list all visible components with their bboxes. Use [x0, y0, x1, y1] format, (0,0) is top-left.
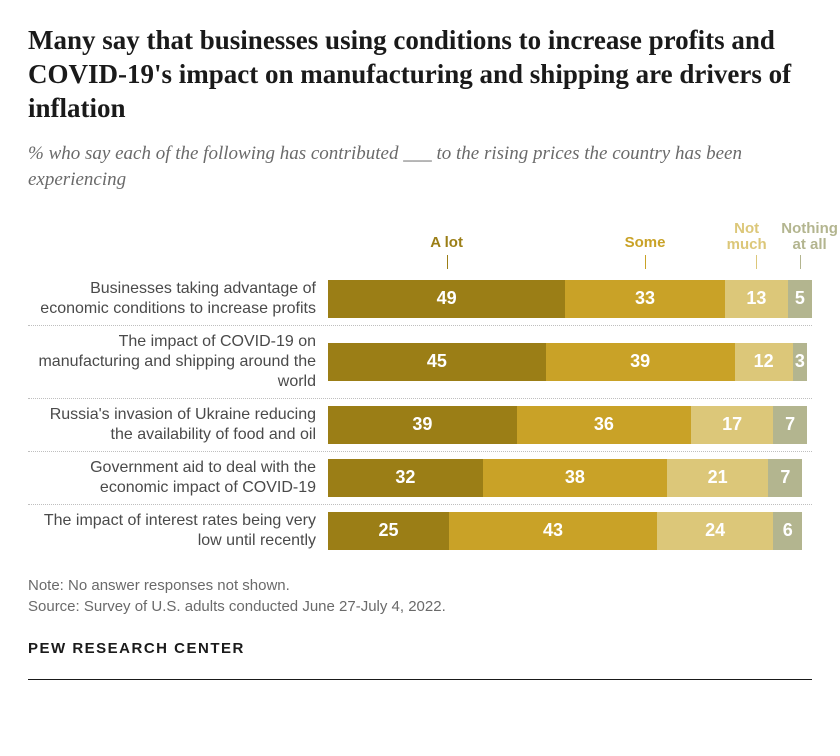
- bar-segment: 38: [483, 459, 667, 497]
- bar-segment: 33: [565, 280, 725, 318]
- legend-label: Nothing at all: [780, 221, 840, 254]
- bar-segment: 39: [546, 343, 735, 381]
- table-row: The impact of COVID-19 on manufacturing …: [28, 325, 812, 398]
- row-label: The impact of COVID-19 on manufacturing …: [28, 332, 328, 392]
- bar-segment: 43: [449, 512, 657, 550]
- bar-segment: 7: [768, 459, 802, 497]
- row-label: The impact of interest rates being very …: [28, 511, 328, 551]
- bar-segment: 49: [328, 280, 565, 318]
- table-row: Government aid to deal with the economic…: [28, 451, 812, 504]
- note-text: Note: No answer responses not shown.: [28, 575, 812, 597]
- bar-segment: 3: [793, 343, 808, 381]
- legend-connector: [756, 255, 757, 269]
- bar: 2543246: [328, 512, 812, 550]
- row-label: Businesses taking advantage of economic …: [28, 279, 328, 319]
- brand-attribution: PEW RESEARCH CENTER: [28, 640, 812, 675]
- chart-notes: Note: No answer responses not shown. Sou…: [28, 575, 812, 619]
- table-row: The impact of interest rates being very …: [28, 504, 812, 557]
- bar-segment: 17: [691, 406, 773, 444]
- source-text: Source: Survey of U.S. adults conducted …: [28, 596, 812, 618]
- stacked-bar-chart: Businesses taking advantage of economic …: [28, 273, 812, 557]
- bar-segment: 21: [667, 459, 769, 497]
- legend-connector: [800, 255, 801, 269]
- bar-segment: 32: [328, 459, 483, 497]
- bar-segment: 7: [773, 406, 807, 444]
- bar: 3936177: [328, 406, 812, 444]
- table-row: Businesses taking advantage of economic …: [28, 273, 812, 325]
- bar: 4539123: [328, 343, 812, 381]
- row-label: Government aid to deal with the economic…: [28, 458, 328, 498]
- legend-label: Not much: [717, 221, 777, 254]
- bar-segment: 13: [725, 280, 788, 318]
- bar-segment: 24: [657, 512, 773, 550]
- legend-label: A lot: [417, 235, 477, 252]
- bar-segment: 12: [735, 343, 793, 381]
- bar-segment: 45: [328, 343, 546, 381]
- chart-legend: A lotSomeNot muchNothing at all: [328, 221, 812, 269]
- legend-connector: [645, 255, 646, 269]
- chart-subtitle: % who say each of the following has cont…: [28, 141, 812, 192]
- table-row: Russia's invasion of Ukraine reducing th…: [28, 398, 812, 451]
- footer-rule: [28, 679, 812, 680]
- bar-segment: 25: [328, 512, 449, 550]
- bar-segment: 39: [328, 406, 517, 444]
- bar-segment: 36: [517, 406, 691, 444]
- legend-connector: [447, 255, 448, 269]
- bar: 4933135: [328, 280, 812, 318]
- row-label: Russia's invasion of Ukraine reducing th…: [28, 405, 328, 445]
- chart-title: Many say that businesses using condition…: [28, 24, 812, 125]
- bar-segment: 5: [788, 280, 812, 318]
- bar: 3238217: [328, 459, 812, 497]
- legend-label: Some: [615, 235, 675, 252]
- bar-segment: 6: [773, 512, 802, 550]
